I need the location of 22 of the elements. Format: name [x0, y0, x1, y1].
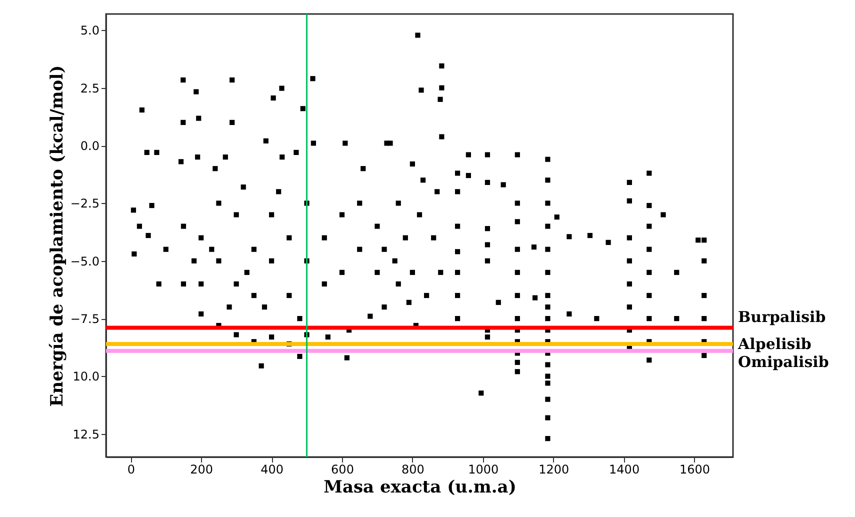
x-tick-label: 800: [402, 462, 424, 476]
y-tick-label: 10.0: [72, 370, 100, 384]
y-tick-label: 5.0: [80, 24, 100, 38]
y-axis-title: Energía de acoplamiento (kcal/mol): [47, 65, 68, 407]
x-tick-label: 1400: [609, 462, 640, 476]
x-axis-title: Masa exacta (u.m.a): [324, 478, 516, 498]
x-tick-label: 0: [127, 462, 135, 476]
ref-line-label: Omipalisib: [738, 352, 829, 371]
y-tick-label: 12.5: [72, 427, 100, 442]
x-tick-label: 1200: [538, 462, 570, 476]
x-tick-label: 200: [190, 462, 214, 476]
x-tick-label: 1000: [468, 462, 499, 476]
x-tick-label: 600: [331, 462, 354, 476]
y-tick-label: −5.0: [70, 254, 100, 268]
y-tick-label: 2.5: [80, 81, 100, 96]
x-tick-label: 1600: [679, 462, 710, 476]
y-tick-label: −2.5: [70, 196, 100, 211]
y-tick-label: 0.0: [80, 139, 100, 154]
y-tick-label: −7.5: [70, 312, 100, 326]
ref-line-label: Alpelisib: [737, 334, 812, 353]
x-tick-label: 400: [260, 462, 284, 476]
ref-line-label: Burpalisib: [738, 308, 826, 326]
